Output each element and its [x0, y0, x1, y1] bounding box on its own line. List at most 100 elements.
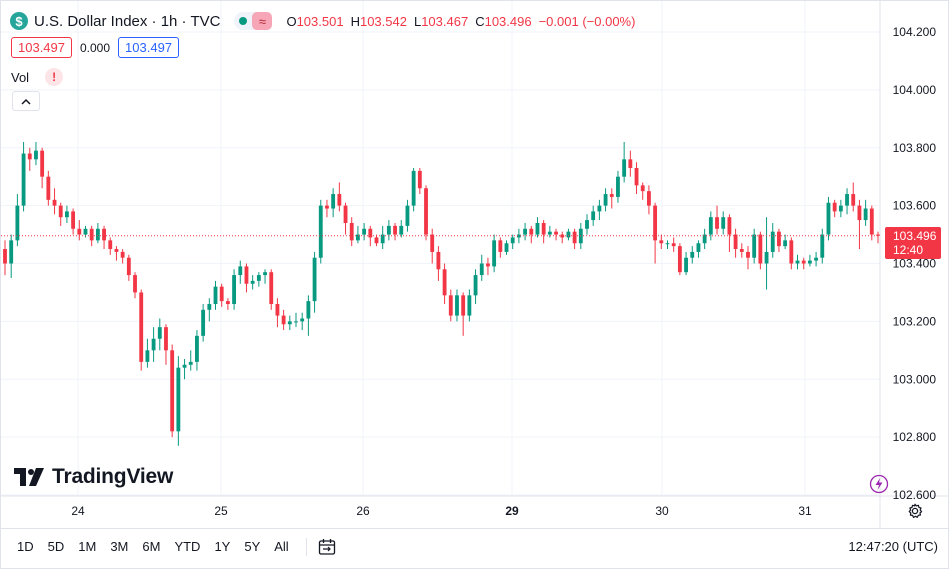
candle-body: [603, 194, 608, 206]
volume-label[interactable]: Vol: [11, 69, 30, 85]
candle-body: [585, 220, 589, 229]
date-range-selector: 1D 5D 1M 3M 6M YTD 1Y 5Y All: [10, 539, 296, 554]
candle-body: [120, 251, 125, 258]
candle-body: [195, 335, 199, 362]
candle-body: [417, 170, 422, 189]
candle-body: [225, 301, 230, 305]
open-label: O: [286, 13, 297, 29]
open-value: 103.501: [296, 13, 344, 29]
candle-body: [702, 234, 707, 244]
candle-body: [424, 188, 428, 235]
range-button-1m[interactable]: 1M: [78, 539, 97, 554]
candle-body: [312, 257, 317, 302]
candle-body: [34, 150, 38, 160]
price-axis-label: 102.800: [893, 430, 937, 444]
candle-body: [170, 350, 175, 432]
candle-body: [851, 194, 856, 206]
candle-body: [838, 205, 843, 212]
candle-body: [95, 228, 100, 241]
candle-body: [151, 338, 156, 351]
price-axis-label: 103.200: [893, 314, 937, 328]
candle-body: [845, 194, 849, 206]
settings-gear-icon[interactable]: [907, 503, 923, 519]
range-button-1y[interactable]: 1Y: [214, 539, 231, 554]
buy-price-button[interactable]: 103.497: [118, 37, 180, 58]
candle-body: [820, 234, 825, 258]
candle-body: [40, 150, 45, 177]
candle-body: [609, 194, 614, 197]
candle-body: [764, 251, 769, 264]
candle-body: [102, 228, 106, 241]
range-button-ytd[interactable]: YTD: [174, 539, 201, 554]
low-label: L: [413, 13, 422, 29]
candle-body: [572, 231, 577, 244]
candle-body: [628, 159, 633, 169]
collapse-legend-button[interactable]: [12, 91, 40, 111]
market-status-toggle[interactable]: ≈: [234, 12, 273, 30]
price-axis-label: 103.000: [893, 372, 937, 386]
range-button-5y[interactable]: 5Y: [244, 539, 261, 554]
range-button-3m[interactable]: 3M: [110, 539, 129, 554]
candle-body: [114, 249, 119, 252]
candle-body: [3, 249, 7, 264]
range-button-1d[interactable]: 1D: [17, 539, 34, 554]
market-open-dot-icon: [234, 12, 252, 30]
ohlc-values: O103.501 H103.542 L103.467 C103.496 −0.0…: [286, 14, 635, 29]
candle-body: [634, 168, 639, 186]
candle-body: [9, 240, 14, 264]
candle-body: [176, 367, 181, 432]
candle-body: [510, 237, 515, 244]
candle-body: [442, 269, 447, 296]
price-axis-label: 102.600: [893, 488, 937, 502]
candle-body: [318, 205, 323, 258]
warning-icon[interactable]: !: [45, 68, 64, 86]
toolbar-divider: [305, 537, 307, 556]
symbol-title[interactable]: U.S. Dollar Index · 1h · TVC: [34, 12, 221, 30]
candle-body: [232, 275, 237, 305]
candle-body: [473, 275, 478, 296]
candle-body: [430, 234, 435, 252]
logo-text: TradingView: [52, 465, 174, 488]
price-axis-label: 103.600: [893, 199, 937, 213]
lightning-icon[interactable]: [869, 474, 889, 494]
change-value: −0.001 (−0.00%): [538, 13, 636, 29]
close-value: 103.496: [484, 13, 532, 29]
candle-body: [126, 257, 131, 276]
candle-body: [479, 263, 484, 276]
candle-body: [746, 251, 750, 258]
candle-body: [696, 243, 701, 252]
candle-body: [770, 231, 775, 252]
candle-body: [622, 159, 627, 177]
range-button-6m[interactable]: 6M: [142, 539, 161, 554]
go-to-date-calendar-icon[interactable]: [317, 537, 337, 557]
candle-body: [591, 211, 596, 221]
volume-indicator-row: Vol !: [11, 68, 64, 86]
range-button-5d[interactable]: 5D: [47, 539, 65, 554]
time-axis-label: 29: [505, 504, 519, 518]
candle-body: [207, 304, 212, 310]
candle-body: [733, 234, 738, 250]
candle-body: [566, 231, 571, 238]
candle-body: [238, 266, 243, 276]
candle-body: [801, 260, 806, 264]
candle-body: [436, 251, 441, 270]
time-axis-label: 30: [655, 504, 669, 518]
legend-header: $ U.S. Dollar Index · 1h · TVC ≈ O103.50…: [10, 11, 635, 31]
candle-body: [640, 185, 645, 192]
candle-body: [554, 231, 558, 235]
candle-body: [684, 257, 688, 273]
tradingview-logo[interactable]: TradingView: [14, 465, 173, 489]
candle-body: [145, 350, 150, 362]
candle-body: [157, 327, 162, 339]
candle-body: [46, 176, 51, 200]
utc-clock[interactable]: 12:47:20 (UTC): [848, 539, 938, 554]
candle-body: [727, 217, 732, 235]
range-button-all[interactable]: All: [274, 539, 289, 554]
sell-price-button[interactable]: 103.497: [11, 37, 72, 58]
candle-body: [393, 225, 397, 235]
candle-body: [83, 228, 88, 235]
candle-body: [182, 364, 187, 368]
candle-body: [399, 225, 404, 235]
candle-body: [362, 228, 367, 235]
